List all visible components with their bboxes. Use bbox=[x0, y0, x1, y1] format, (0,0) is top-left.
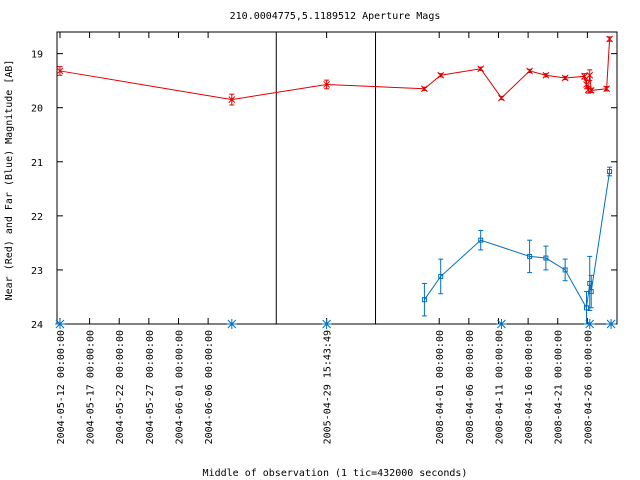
data-point bbox=[323, 81, 330, 88]
chart-title: 210.0004775,5.1189512 Aperture Mags bbox=[230, 11, 441, 22]
y-tick-label: 21 bbox=[31, 158, 43, 169]
series-line bbox=[423, 171, 611, 310]
plot-frame bbox=[56, 31, 618, 325]
x-tick-label: 2008-04-01 00:00:00 bbox=[435, 330, 446, 444]
x-tick-label: 2008-04-16 00:00:00 bbox=[524, 330, 535, 444]
data-point bbox=[587, 280, 593, 286]
data-point bbox=[421, 297, 427, 303]
x-tick-label: 2004-06-06 00:00:00 bbox=[204, 330, 215, 444]
y-tick-label: 20 bbox=[31, 104, 43, 115]
y-tick-label: 22 bbox=[31, 212, 43, 223]
y-tick-label: 19 bbox=[31, 50, 43, 61]
data-point bbox=[498, 94, 505, 102]
bottom-asterisk-marker bbox=[606, 319, 617, 329]
x-tick-label: 2008-04-26 00:00:00 bbox=[583, 330, 594, 444]
data-point bbox=[581, 72, 588, 80]
x-tick-label: 2008-04-06 00:00:00 bbox=[465, 330, 476, 444]
data-point bbox=[587, 87, 595, 94]
data-point bbox=[561, 74, 569, 82]
x-tick-label: 2004-05-12 00:00:00 bbox=[56, 330, 67, 444]
data-point bbox=[586, 71, 594, 79]
x-tick-label: 2005-04-29 15:43:49 bbox=[323, 330, 334, 444]
data-point bbox=[228, 96, 236, 103]
data-point bbox=[606, 35, 613, 43]
data-point bbox=[421, 85, 428, 93]
bottom-markers bbox=[54, 319, 617, 329]
data-point bbox=[56, 67, 64, 75]
bottom-asterisk-marker bbox=[54, 319, 65, 329]
x-axis-label: Middle of observation (1 tic=432000 seco… bbox=[203, 468, 468, 479]
y-axis: 19 20 21 22 23 24 bbox=[31, 50, 617, 331]
x-tick-label: 2008-04-11 00:00:00 bbox=[494, 330, 505, 444]
data-point bbox=[603, 85, 610, 93]
data-point bbox=[526, 67, 533, 75]
x-tick-label: 2004-05-17 00:00:00 bbox=[86, 330, 97, 444]
series-0 bbox=[56, 35, 613, 106]
x-axis: 2004-05-12 00:00:00 2004-05-17 00:00:00 20… bbox=[56, 32, 594, 444]
data-point bbox=[527, 253, 533, 259]
data-point bbox=[588, 289, 594, 295]
series-1 bbox=[421, 166, 613, 325]
x-tick-label: 2008-04-21 00:00:00 bbox=[554, 330, 565, 444]
x-tick-label: 2004-05-27 00:00:00 bbox=[145, 330, 156, 444]
data-point bbox=[543, 255, 549, 261]
x-tick-label: 2004-05-22 00:00:00 bbox=[115, 330, 126, 444]
series-layer bbox=[56, 35, 613, 325]
y-tick-label: 24 bbox=[31, 320, 43, 331]
bottom-asterisk-marker bbox=[226, 319, 237, 329]
data-point bbox=[562, 267, 568, 273]
data-point bbox=[542, 71, 550, 79]
time-breaks bbox=[275, 32, 377, 324]
x-tick-label: 2004-06-01 00:00:00 bbox=[174, 330, 185, 444]
y-tick-label: 23 bbox=[31, 266, 43, 277]
data-point bbox=[583, 305, 589, 311]
bottom-asterisk-marker bbox=[496, 319, 507, 329]
bottom-asterisk-marker bbox=[321, 319, 332, 329]
y-axis-label: Near (Red) and Far (Blue) Magnitude [AB] bbox=[4, 60, 15, 301]
data-point bbox=[607, 169, 613, 175]
data-point bbox=[437, 71, 445, 79]
bottom-asterisk-marker bbox=[584, 319, 595, 329]
data-point bbox=[438, 273, 444, 279]
data-point bbox=[478, 237, 484, 243]
data-point bbox=[477, 65, 485, 73]
